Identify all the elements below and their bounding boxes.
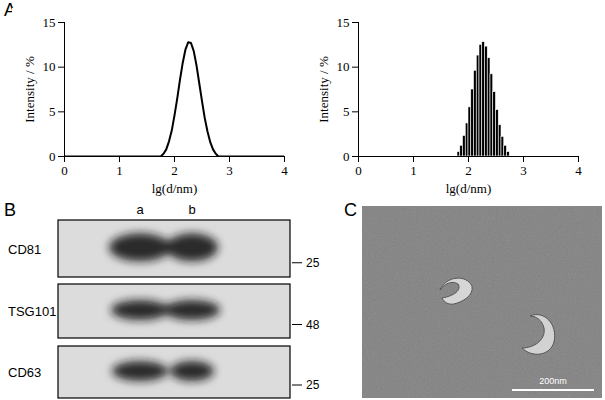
svg-text:3: 3 bbox=[520, 163, 527, 178]
svg-text:lg(d/nm): lg(d/nm) bbox=[152, 181, 198, 196]
svg-text:3: 3 bbox=[226, 163, 233, 178]
svg-text:Intensity / %: Intensity / % bbox=[22, 56, 37, 123]
html-text:A: A bbox=[4, 0, 16, 20]
svg-text:4: 4 bbox=[281, 163, 288, 178]
svg-text:5: 5 bbox=[343, 104, 350, 119]
html-text:B: B bbox=[4, 200, 16, 220]
svg-text:10: 10 bbox=[43, 59, 56, 74]
svg-text:0: 0 bbox=[343, 149, 350, 164]
svg-text:15: 15 bbox=[337, 15, 350, 30]
svg-text:25: 25 bbox=[306, 256, 320, 270]
svg-text:CD63: CD63 bbox=[8, 365, 41, 380]
svg-text:4: 4 bbox=[575, 163, 582, 178]
svg-text:200nm: 200nm bbox=[539, 376, 567, 386]
svg-text:2: 2 bbox=[171, 163, 178, 178]
svg-text:CD81: CD81 bbox=[8, 242, 41, 257]
svg-text:0: 0 bbox=[61, 163, 68, 178]
svg-text:25: 25 bbox=[306, 378, 320, 392]
svg-text:1: 1 bbox=[116, 163, 123, 178]
svg-text:lg(d/nm): lg(d/nm) bbox=[446, 181, 492, 196]
svg-text:0: 0 bbox=[49, 149, 56, 164]
svg-text:48: 48 bbox=[306, 318, 320, 332]
svg-text:10: 10 bbox=[337, 59, 350, 74]
svg-text:a: a bbox=[136, 202, 144, 217]
html-text:C: C bbox=[344, 200, 357, 220]
svg-text:Intensity / %: Intensity / % bbox=[316, 56, 331, 123]
svg-text:15: 15 bbox=[43, 15, 56, 30]
svg-text:TSG101: TSG101 bbox=[8, 304, 56, 319]
svg-text:2: 2 bbox=[465, 163, 472, 178]
svg-text:b: b bbox=[188, 202, 195, 217]
svg-text:1: 1 bbox=[410, 163, 417, 178]
svg-text:0: 0 bbox=[355, 163, 362, 178]
svg-text:5: 5 bbox=[49, 104, 56, 119]
